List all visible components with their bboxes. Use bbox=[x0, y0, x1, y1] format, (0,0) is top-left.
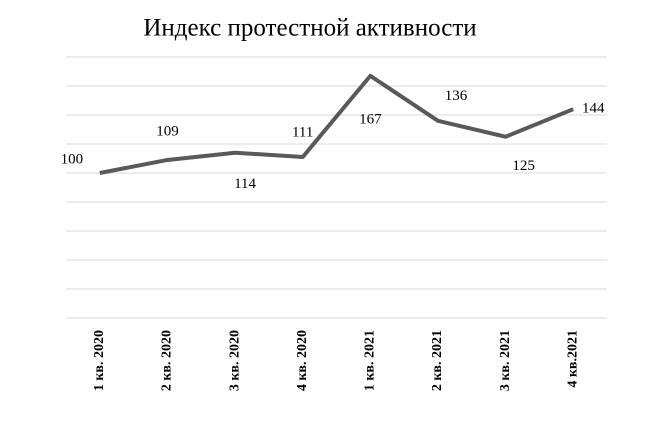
data-label: 144 bbox=[582, 101, 605, 117]
data-label: 167 bbox=[359, 111, 382, 127]
data-label: 109 bbox=[156, 123, 179, 139]
x-tick-label: 4 кв. 2020 bbox=[295, 330, 310, 391]
data-label: 136 bbox=[445, 88, 468, 104]
x-tick-label: 3 кв. 2020 bbox=[227, 330, 242, 391]
chart-title: Индекс протестной активности bbox=[143, 15, 476, 42]
data-label: 111 bbox=[292, 124, 313, 140]
data-label: 125 bbox=[512, 158, 535, 174]
x-tick-label: 2 кв. 2020 bbox=[160, 330, 175, 391]
data-label: 100 bbox=[61, 151, 84, 167]
x-tick-label: 4 кв.2021 bbox=[565, 330, 580, 388]
data-line bbox=[99, 73, 574, 175]
x-tick-label: 3 кв. 2021 bbox=[498, 330, 513, 391]
x-tick-label: 1 кв. 2020 bbox=[92, 330, 107, 391]
data-label: 114 bbox=[234, 176, 256, 192]
x-tick-label: 1 кв. 2021 bbox=[363, 330, 378, 391]
x-tick-label: 2 кв. 2021 bbox=[430, 330, 445, 391]
